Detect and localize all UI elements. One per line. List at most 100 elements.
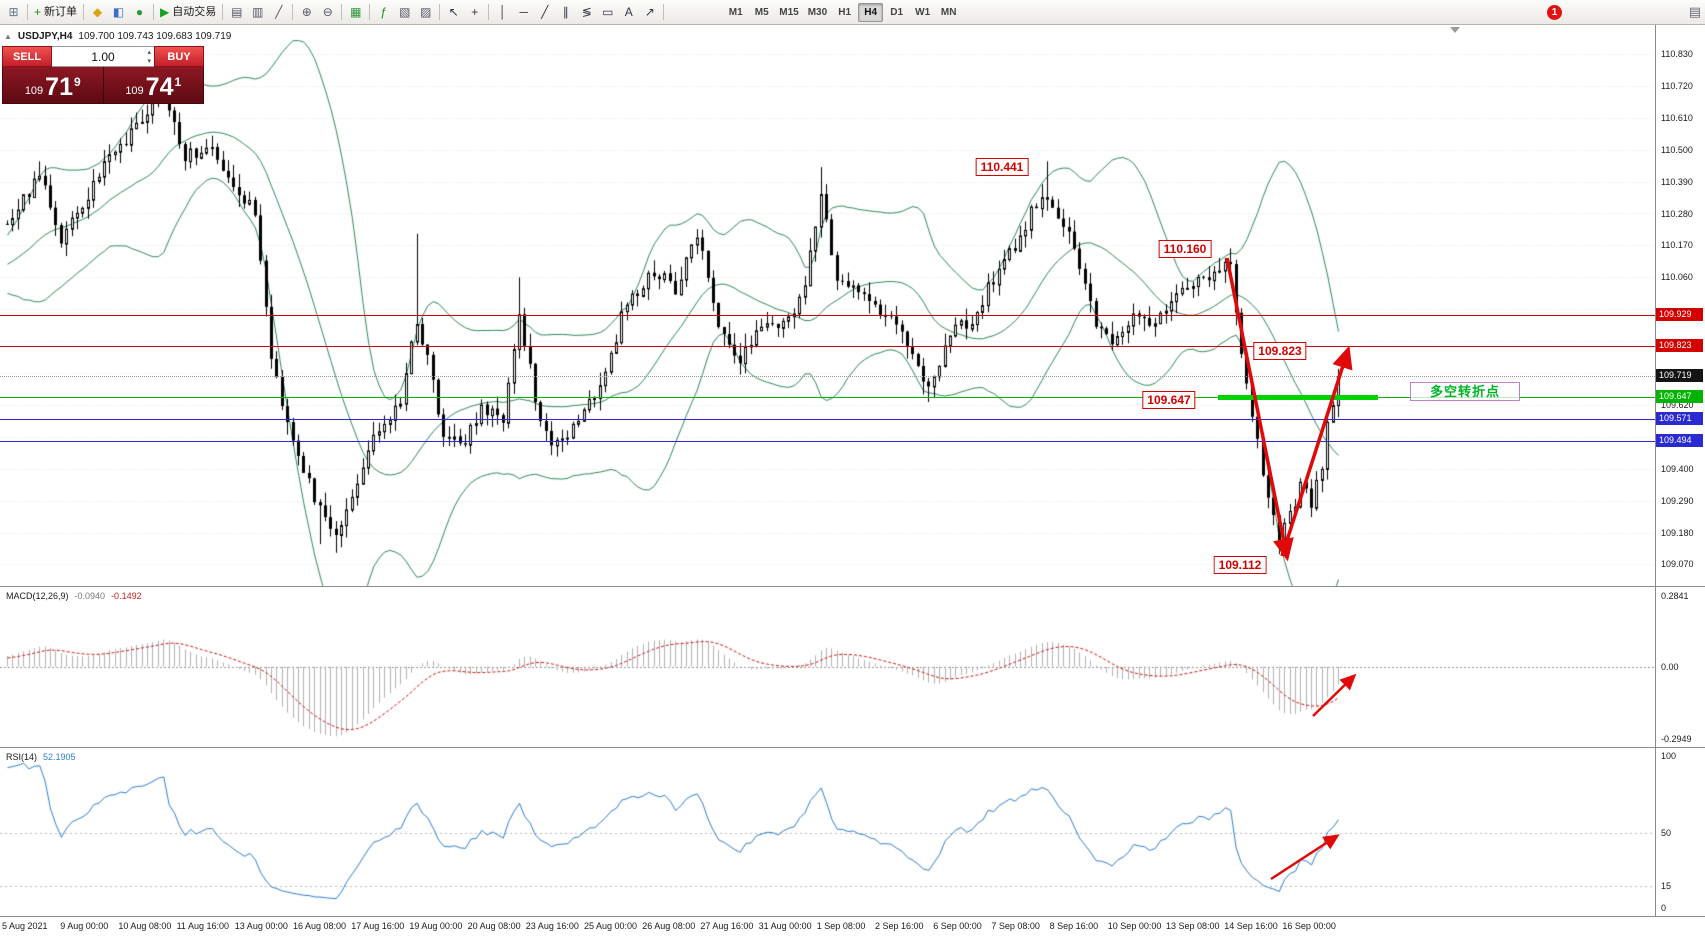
timeframe-d1[interactable]: D1 <box>890 6 904 18</box>
time-axis-label: 31 Aug 00:00 <box>758 921 812 931</box>
objects-list-icon[interactable]: ▧ <box>394 2 415 22</box>
timeframe-m30[interactable]: M30 <box>807 6 828 18</box>
lot-stepper[interactable]: ▴ ▾ <box>147 48 151 66</box>
price-tick: 110.170 <box>1661 240 1693 251</box>
bar-chart-icon[interactable]: ▤ <box>226 2 247 22</box>
timeframe-m1[interactable]: M1 <box>728 6 743 18</box>
sell-button[interactable]: SELL <box>2 46 52 67</box>
timeframe-m5[interactable]: M5 <box>754 6 769 18</box>
pane-separator-rsi-time[interactable] <box>0 916 1705 917</box>
buy-button[interactable]: BUY <box>154 46 204 67</box>
text-icon[interactable]: A <box>618 2 639 22</box>
charts-window-icon[interactable]: ⊞ <box>3 2 24 22</box>
price-level-line[interactable] <box>0 315 1655 316</box>
zoom-in-icon[interactable]: ⊕ <box>296 2 317 22</box>
rsi-axis-tick: 50 <box>1661 827 1672 838</box>
price-level-line[interactable] <box>0 346 1655 347</box>
navigator-icon[interactable]: ● <box>129 2 150 22</box>
shapes-icon[interactable]: ▭ <box>597 2 618 22</box>
sell-price-main: 71 <box>45 73 73 101</box>
autotrade-button-label: 自动交易 <box>172 5 217 18</box>
price-level-line[interactable] <box>0 397 1655 398</box>
timeframe-mn[interactable]: MN <box>940 6 957 18</box>
fibonacci-icon[interactable]: ≶ <box>576 2 597 22</box>
macd-axis-tick: 0.00 <box>1661 661 1679 672</box>
rsi-name: RSI(14) <box>6 752 38 762</box>
data-window-icon[interactable]: ◧ <box>108 2 129 22</box>
macd-name: MACD(12,26,9) <box>6 591 69 601</box>
notification-badge[interactable]: 1 <box>1547 5 1562 20</box>
new-order-button-label: 新订单 <box>44 5 78 18</box>
channel-icon[interactable]: ∥ <box>555 2 576 22</box>
lot-step-up-icon[interactable]: ▴ <box>147 49 151 56</box>
toolbar-end-icon[interactable]: ▤ <box>1688 4 1701 19</box>
buy-price-pipette: 1 <box>174 75 182 89</box>
trendline-icon[interactable]: ╱ <box>534 2 555 22</box>
price-level-line[interactable] <box>0 441 1655 442</box>
cursor-icon[interactable]: ↖ <box>443 2 464 22</box>
price-level-badge: 109.929 <box>1656 308 1703 322</box>
price-level-badge: 109.719 <box>1656 369 1703 383</box>
sell-price[interactable]: 109 71 9 <box>3 67 104 103</box>
price-level-badge: 109.823 <box>1656 339 1703 353</box>
time-axis-label: 6 Sep 00:00 <box>933 921 982 931</box>
pivot-highlight-line[interactable] <box>1218 395 1378 400</box>
time-axis-label: 13 Aug 00:00 <box>234 921 288 931</box>
rsi-value: 52.1905 <box>43 752 76 762</box>
toolbar-separator <box>222 4 224 20</box>
indicators-icon[interactable]: ƒ <box>373 2 394 22</box>
one-click-collapse-icon[interactable]: ▲ <box>4 32 12 41</box>
arrow-tool-icon[interactable]: ↗ <box>639 2 660 22</box>
price-level-line[interactable] <box>0 376 1655 377</box>
turning-point-label: 多空转折点 <box>1410 382 1520 401</box>
market-watch-icon[interactable]: ◆ <box>87 2 108 22</box>
tile-windows-icon[interactable]: ▦ <box>345 2 366 22</box>
line-chart-icon[interactable]: ╱ <box>268 2 289 22</box>
candlestick-chart-icon[interactable]: ▥ <box>247 2 268 22</box>
price-annotation-tag[interactable]: 109.647 <box>1142 391 1196 409</box>
one-click-trading-panel: SELL 1.00 ▴ ▾ BUY 109 71 9 109 74 1 <box>2 46 204 104</box>
lot-size-input[interactable]: 1.00 ▴ ▾ <box>52 46 154 67</box>
new-order-button[interactable]: + 新订单 <box>31 2 80 22</box>
buy-price[interactable]: 109 74 1 <box>104 67 204 103</box>
price-axis-border <box>1655 25 1656 916</box>
timeframe-h4[interactable]: H4 <box>858 2 884 22</box>
trendline-icon-glyph: ╱ <box>541 5 549 19</box>
rsi-axis-tick: 100 <box>1661 751 1677 761</box>
timeframe-w1[interactable]: W1 <box>915 6 931 18</box>
price-annotation-tag[interactable]: 109.112 <box>1213 556 1267 574</box>
price-tick: 109.290 <box>1661 495 1694 506</box>
rsi-axis-tick: 0 <box>1661 903 1667 913</box>
chart-title: ▲ USDJPY,H4 109.700 109.743 109.683 109.… <box>4 31 231 42</box>
macd-axis-tick: 0.2841 <box>1661 591 1689 601</box>
price-tick: 109.180 <box>1661 527 1694 538</box>
horizontal-line-icon[interactable]: ─ <box>513 2 534 22</box>
chart-shift-marker[interactable] <box>1450 27 1460 33</box>
rsi-axis-tick: 15 <box>1661 881 1672 892</box>
time-axis-label: 8 Sep 16:00 <box>1049 921 1099 931</box>
price-annotation-tag[interactable]: 110.160 <box>1158 240 1212 258</box>
objects-list-icon-glyph: ▧ <box>399 5 411 19</box>
toolbar-separator <box>341 4 343 20</box>
time-axis-label: 9 Aug 00:00 <box>60 921 109 931</box>
vertical-line-icon[interactable]: │ <box>492 2 513 22</box>
time-axis-label: 1 Sep 08:00 <box>816 921 866 931</box>
zoom-out-icon[interactable]: ⊖ <box>317 2 338 22</box>
pane-separator-main-macd[interactable] <box>0 586 1705 587</box>
pane-separator-macd-rsi[interactable] <box>0 747 1705 748</box>
macd-signal-value: -0.1492 <box>111 591 142 601</box>
templates-icon[interactable]: ▨ <box>415 2 436 22</box>
price-annotation-tag[interactable]: 109.823 <box>1253 342 1307 360</box>
crosshair-icon[interactable]: + <box>464 2 485 22</box>
price-level-line[interactable] <box>0 419 1655 420</box>
lot-step-down-icon[interactable]: ▾ <box>147 58 151 65</box>
autotrade-button[interactable]: ▶ 自动交易 <box>157 2 219 22</box>
data-window-icon-glyph: ◧ <box>112 5 125 19</box>
timeframe-h1[interactable]: H1 <box>838 6 852 18</box>
timeframe-m15[interactable]: M15 <box>779 6 799 18</box>
price-tick: 109.620 <box>1661 399 1694 410</box>
price-annotation-tag[interactable]: 110.441 <box>975 158 1029 176</box>
time-axis-label: 23 Aug 16:00 <box>525 921 579 931</box>
